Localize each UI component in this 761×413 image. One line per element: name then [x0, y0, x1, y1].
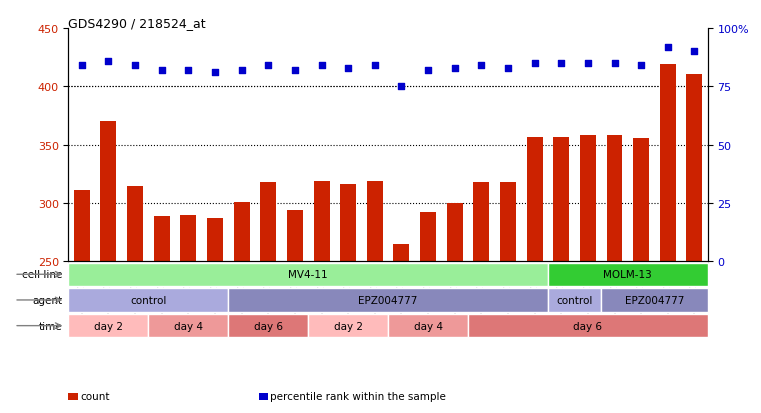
Bar: [367, 181, 383, 413]
Text: cell line: cell line: [22, 270, 62, 280]
Point: [635, 63, 647, 69]
Text: day 6: day 6: [253, 321, 283, 331]
FancyBboxPatch shape: [548, 289, 601, 312]
FancyBboxPatch shape: [388, 314, 468, 337]
Bar: [393, 244, 409, 413]
Bar: [340, 185, 356, 413]
Text: percentile rank within the sample: percentile rank within the sample: [270, 392, 446, 401]
Bar: [154, 216, 170, 413]
Text: GDS4290 / 218524_at: GDS4290 / 218524_at: [68, 17, 206, 29]
Text: count: count: [80, 392, 110, 401]
Point: [422, 68, 434, 74]
Bar: [207, 219, 223, 413]
Bar: [527, 137, 543, 413]
Point: [555, 61, 567, 67]
Bar: [500, 183, 516, 413]
Bar: [580, 136, 596, 413]
Text: day 4: day 4: [413, 321, 443, 331]
Text: MV4-11: MV4-11: [288, 270, 328, 280]
Point: [502, 65, 514, 72]
Text: control: control: [556, 295, 593, 305]
Point: [449, 65, 461, 72]
Point: [129, 63, 142, 69]
Point: [75, 63, 88, 69]
Point: [102, 58, 114, 65]
Text: EPZ004777: EPZ004777: [625, 295, 684, 305]
FancyBboxPatch shape: [468, 314, 708, 337]
Text: MOLM-13: MOLM-13: [603, 270, 652, 280]
Point: [209, 70, 221, 76]
Point: [688, 49, 700, 55]
FancyBboxPatch shape: [228, 289, 548, 312]
Point: [581, 61, 594, 67]
FancyBboxPatch shape: [601, 289, 708, 312]
Bar: [287, 211, 303, 413]
Point: [661, 44, 674, 51]
Point: [262, 63, 274, 69]
Text: day 6: day 6: [573, 321, 603, 331]
Point: [396, 84, 408, 90]
Text: day 4: day 4: [174, 321, 203, 331]
Bar: [447, 204, 463, 413]
Point: [315, 63, 327, 69]
Text: time: time: [39, 321, 62, 331]
Bar: [314, 181, 330, 413]
FancyBboxPatch shape: [68, 263, 548, 286]
Point: [608, 61, 620, 67]
Bar: [127, 186, 143, 413]
Text: day 2: day 2: [94, 321, 123, 331]
FancyBboxPatch shape: [548, 263, 708, 286]
FancyBboxPatch shape: [68, 289, 228, 312]
Point: [155, 68, 167, 74]
Bar: [473, 183, 489, 413]
Bar: [633, 138, 649, 413]
Bar: [553, 137, 569, 413]
FancyBboxPatch shape: [68, 314, 148, 337]
Bar: [74, 191, 90, 413]
Text: day 2: day 2: [333, 321, 363, 331]
Bar: [660, 65, 676, 413]
Text: agent: agent: [32, 295, 62, 305]
Bar: [260, 183, 276, 413]
Bar: [180, 215, 196, 413]
Bar: [234, 202, 250, 413]
Bar: [420, 213, 436, 413]
Point: [342, 65, 354, 72]
Point: [528, 61, 540, 67]
FancyBboxPatch shape: [308, 314, 388, 337]
Bar: [607, 136, 622, 413]
Text: EPZ004777: EPZ004777: [358, 295, 418, 305]
Point: [289, 68, 301, 74]
Point: [236, 68, 248, 74]
Point: [475, 63, 487, 69]
Bar: [100, 122, 116, 413]
Text: control: control: [130, 295, 167, 305]
Bar: [686, 74, 702, 413]
FancyBboxPatch shape: [228, 314, 308, 337]
FancyBboxPatch shape: [148, 314, 228, 337]
Point: [368, 63, 380, 69]
Point: [182, 68, 194, 74]
